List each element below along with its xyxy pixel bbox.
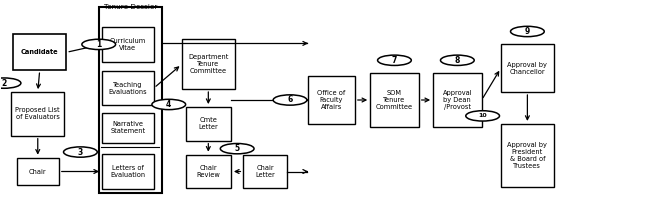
Text: Department
Tenure
Committee: Department Tenure Committee <box>188 54 229 74</box>
Text: Chair
Letter: Chair Letter <box>255 165 275 178</box>
Text: Teaching
Evaluations: Teaching Evaluations <box>109 82 147 95</box>
Circle shape <box>510 26 544 37</box>
Circle shape <box>273 95 307 105</box>
Text: 2: 2 <box>1 79 6 88</box>
FancyBboxPatch shape <box>500 44 554 92</box>
FancyBboxPatch shape <box>11 92 64 136</box>
FancyBboxPatch shape <box>17 158 59 185</box>
Text: 9: 9 <box>525 27 530 36</box>
Circle shape <box>82 39 116 50</box>
FancyBboxPatch shape <box>370 73 419 127</box>
Text: Cmte
Letter: Cmte Letter <box>198 117 218 130</box>
Text: SOM
Tenure
Committee: SOM Tenure Committee <box>376 90 413 110</box>
FancyBboxPatch shape <box>102 27 154 62</box>
Text: Chair
Review: Chair Review <box>196 165 220 178</box>
Circle shape <box>220 143 254 154</box>
FancyBboxPatch shape <box>243 155 287 188</box>
Text: 1: 1 <box>96 40 101 49</box>
Text: 10: 10 <box>478 113 487 118</box>
Circle shape <box>0 78 21 88</box>
FancyBboxPatch shape <box>186 107 231 141</box>
FancyBboxPatch shape <box>102 71 154 105</box>
Text: Letters of
Evaluation: Letters of Evaluation <box>111 165 146 178</box>
Text: 3: 3 <box>78 148 83 157</box>
Circle shape <box>152 99 186 110</box>
Circle shape <box>466 111 499 121</box>
FancyBboxPatch shape <box>102 113 154 143</box>
FancyBboxPatch shape <box>102 154 154 189</box>
Text: 7: 7 <box>392 56 397 65</box>
Text: Approval by
President
& Board of
Trustees: Approval by President & Board of Trustee… <box>508 142 547 169</box>
Text: Tenure Dossier: Tenure Dossier <box>104 4 157 10</box>
Text: 6: 6 <box>287 95 292 104</box>
Text: Candidate: Candidate <box>21 49 58 55</box>
Text: Chair: Chair <box>29 168 47 174</box>
Circle shape <box>378 55 411 65</box>
Text: Office of
Faculty
Affairs: Office of Faculty Affairs <box>317 90 346 110</box>
FancyBboxPatch shape <box>99 7 162 193</box>
Text: 5: 5 <box>235 144 240 153</box>
Text: 4: 4 <box>166 100 172 109</box>
FancyBboxPatch shape <box>500 124 554 187</box>
Text: Proposed List
of Evaluators: Proposed List of Evaluators <box>16 107 60 120</box>
Text: Approval
by Dean
/Provost: Approval by Dean /Provost <box>443 90 472 110</box>
Text: Narrative
Statement: Narrative Statement <box>111 121 146 134</box>
FancyBboxPatch shape <box>186 155 231 188</box>
Circle shape <box>441 55 474 65</box>
Circle shape <box>64 147 98 157</box>
FancyBboxPatch shape <box>433 73 482 127</box>
Text: Curriculum
Vitae: Curriculum Vitae <box>110 38 146 51</box>
Text: 8: 8 <box>454 56 460 65</box>
FancyBboxPatch shape <box>182 39 235 89</box>
FancyBboxPatch shape <box>308 76 355 124</box>
Text: Approval by
Chancellor: Approval by Chancellor <box>508 62 547 75</box>
FancyBboxPatch shape <box>13 34 66 70</box>
